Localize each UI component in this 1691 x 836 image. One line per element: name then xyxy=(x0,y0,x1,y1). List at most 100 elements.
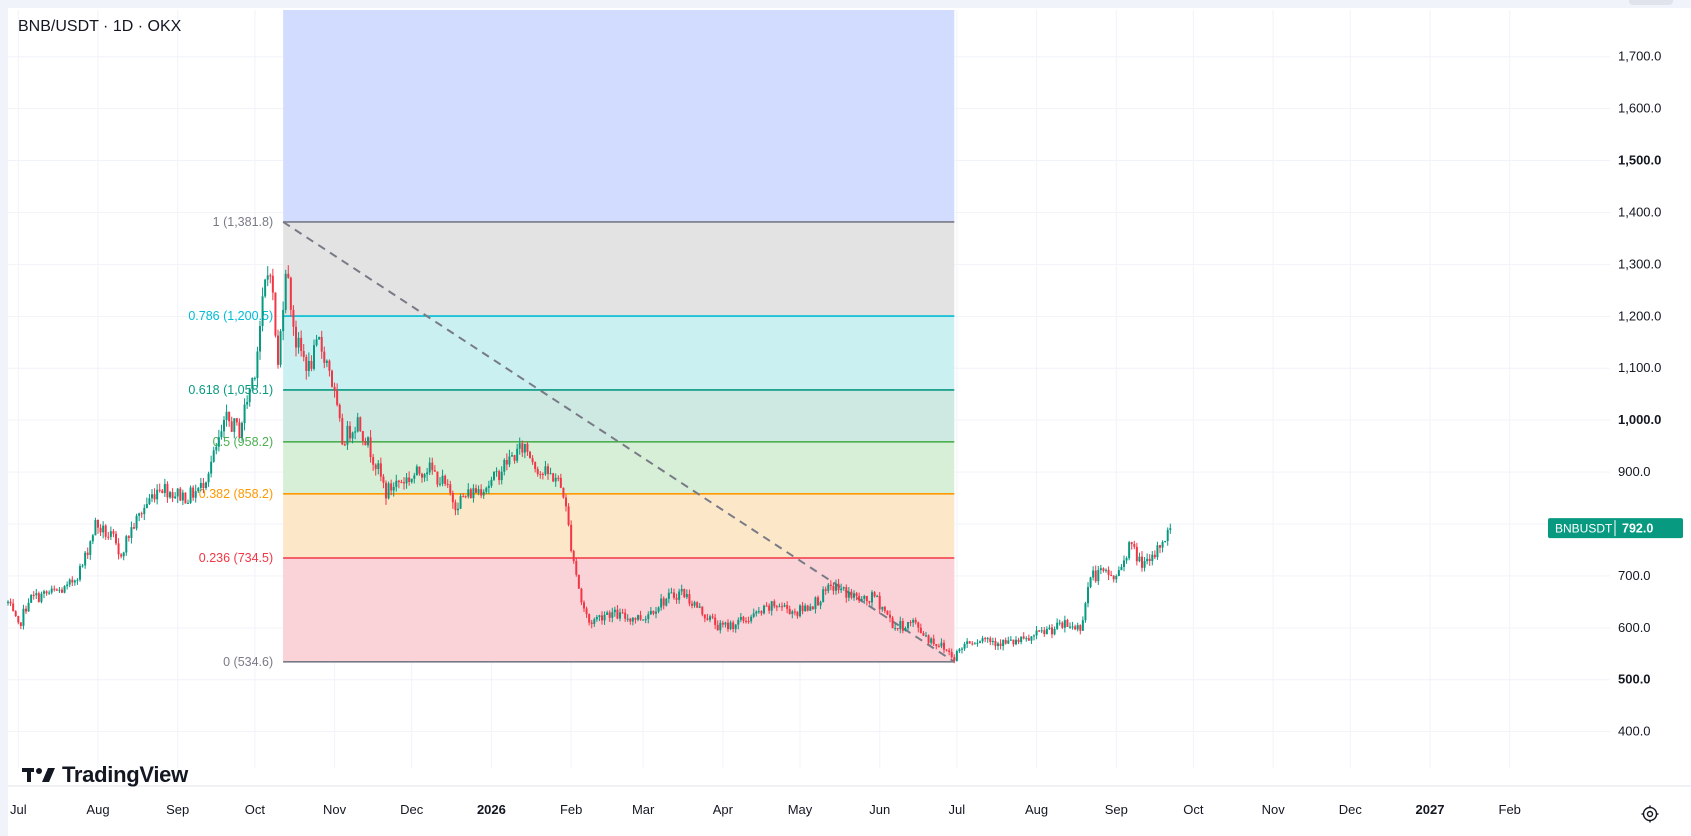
candle-body xyxy=(199,483,202,488)
candle-body xyxy=(25,608,27,612)
candle-body xyxy=(413,475,416,479)
candle-body xyxy=(169,492,171,498)
candle-body xyxy=(225,411,228,420)
time-axis: Jul Aug Sep Oct Nov Dec 2026 Feb Mar Apr May Jun Jul… xyxy=(10,802,1521,817)
candle-body xyxy=(1153,554,1156,558)
candle-body xyxy=(228,411,231,422)
candle-body xyxy=(302,350,305,357)
top-toolbar-button[interactable] xyxy=(1629,0,1673,5)
price-tag-symbol: BNBUSDT xyxy=(1555,522,1613,536)
candle-body xyxy=(279,331,282,365)
candle-body xyxy=(292,309,295,327)
candle-body xyxy=(27,602,30,612)
candle-body xyxy=(734,624,737,630)
candle-body xyxy=(526,443,529,452)
candle-body xyxy=(202,483,205,489)
candle-body xyxy=(43,591,45,594)
tradingview-logo[interactable]: TradingView xyxy=(22,762,188,788)
candle-body xyxy=(318,336,321,340)
candle-body xyxy=(549,473,552,475)
candle-body xyxy=(490,479,493,486)
candle-body xyxy=(595,616,598,620)
candle-body xyxy=(1020,636,1023,643)
candle-body xyxy=(1048,627,1051,629)
candle-body xyxy=(17,616,20,623)
fib-level-label: 0 (534.6) xyxy=(223,655,273,669)
candle-body xyxy=(827,584,830,591)
candle-body xyxy=(657,607,660,612)
candle-body xyxy=(109,531,112,537)
candle-body xyxy=(259,326,261,352)
candle-body xyxy=(809,606,812,611)
candle-body xyxy=(32,594,35,596)
time-axis-label: 2027 xyxy=(1416,802,1445,817)
candle-body xyxy=(652,610,655,614)
candle-body xyxy=(328,360,331,371)
candle-body xyxy=(649,610,652,615)
candle-body xyxy=(547,466,549,474)
candle-body xyxy=(739,616,742,620)
candle-body xyxy=(631,617,634,622)
candle-body xyxy=(495,471,498,473)
candle-body xyxy=(151,494,153,499)
candle-body xyxy=(122,552,125,557)
candle-body xyxy=(1123,560,1125,567)
candle-body xyxy=(1058,622,1061,624)
candle-body xyxy=(71,579,74,583)
candle-body xyxy=(991,640,994,642)
candle-body xyxy=(433,470,436,472)
candle-body xyxy=(349,425,351,439)
candle-body xyxy=(529,451,531,459)
candle-body xyxy=(971,643,974,645)
candle-body xyxy=(842,587,845,589)
candle-body xyxy=(9,601,12,604)
time-axis-label: Dec xyxy=(1339,802,1363,817)
candle-body xyxy=(220,431,223,438)
candle-body xyxy=(359,417,362,432)
candle-body xyxy=(853,593,855,598)
candle-body xyxy=(161,490,164,493)
candle-body xyxy=(441,475,444,484)
candlestick-series xyxy=(7,265,1172,664)
candle-body xyxy=(336,390,339,405)
candle-body xyxy=(1128,542,1131,559)
candle-body xyxy=(1130,542,1133,545)
fib-zone-top xyxy=(283,10,955,222)
candle-body xyxy=(1025,638,1028,640)
candle-body xyxy=(1027,638,1030,641)
candle-body xyxy=(688,594,691,604)
candle-body xyxy=(1035,630,1038,636)
candle-body xyxy=(829,584,832,586)
candle-body xyxy=(876,595,879,597)
time-axis-label: Jun xyxy=(869,802,890,817)
candle-body xyxy=(210,461,213,474)
candle-body xyxy=(925,635,927,637)
candle-body xyxy=(485,487,488,492)
candle-body xyxy=(1056,622,1059,629)
gear-icon[interactable] xyxy=(1640,804,1660,824)
candle-body xyxy=(675,597,678,600)
candle-body xyxy=(1133,544,1136,547)
candle-body xyxy=(45,591,48,594)
candle-body xyxy=(536,468,539,474)
candle-body xyxy=(889,614,891,618)
candle-body xyxy=(840,588,843,591)
price-axis-label: 1,700.0 xyxy=(1618,49,1661,64)
candle-body xyxy=(1053,628,1056,635)
candle-body xyxy=(1092,570,1095,578)
candle-body xyxy=(480,489,483,496)
fib-level-label: 0.236 (734.5) xyxy=(199,551,273,565)
candle-body xyxy=(693,602,696,606)
candle-body xyxy=(287,273,290,278)
candle-body xyxy=(325,360,328,363)
candle-body xyxy=(431,462,434,471)
candle-body xyxy=(320,336,323,352)
candle-body xyxy=(48,592,51,594)
candle-body xyxy=(667,592,670,599)
time-axis-label: May xyxy=(788,802,813,817)
candle-body xyxy=(752,613,755,617)
candle-body xyxy=(585,608,588,615)
candle-body xyxy=(642,619,645,621)
candle-body xyxy=(943,642,945,650)
